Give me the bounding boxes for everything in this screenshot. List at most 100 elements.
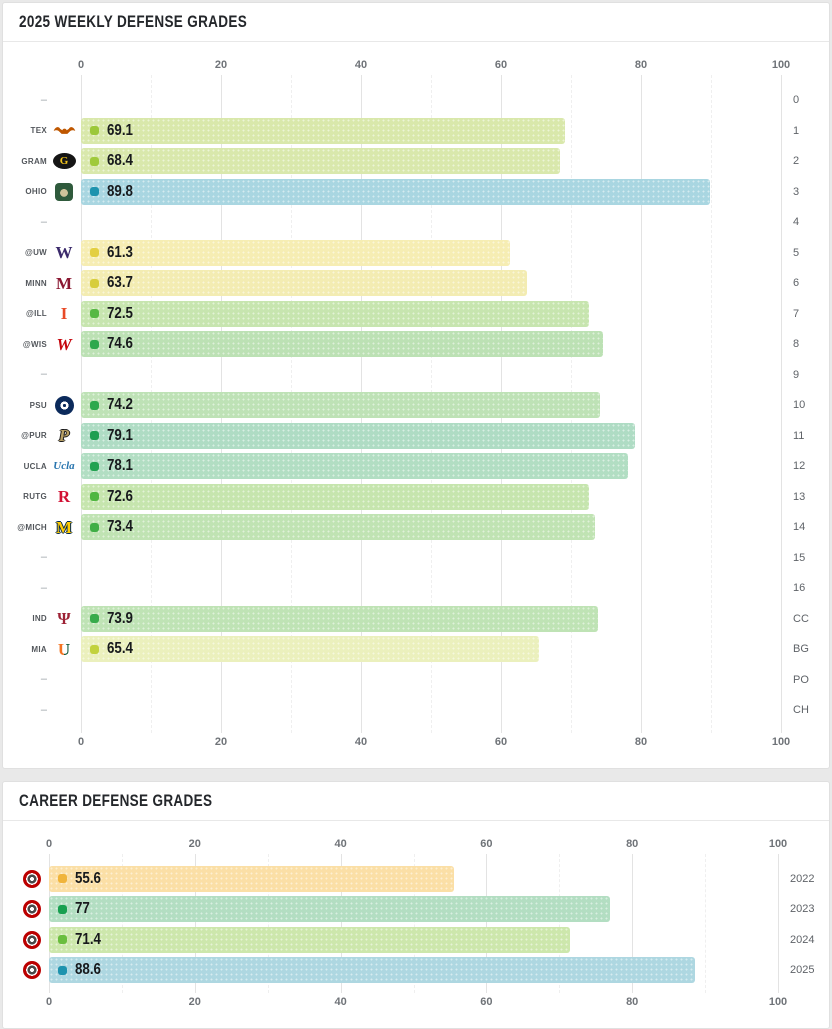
team-abbr: @MICH (17, 522, 47, 532)
grade-dot (90, 248, 99, 258)
grade-bar[interactable]: 65.4 (81, 636, 539, 663)
grade-bar[interactable]: 63.7 (81, 270, 527, 297)
grade-dot (58, 965, 67, 975)
grade-bar[interactable]: 55.6 (49, 865, 455, 892)
team-logo-box: W (51, 244, 77, 261)
ohio-state-buckeyes-logo (23, 961, 41, 980)
chart-row: RUTG R 72.6 13 (3, 482, 829, 513)
gridline (267, 853, 269, 993)
grade-bar[interactable]: 68.4 (81, 148, 560, 175)
grade-bar[interactable]: 74.2 (81, 392, 601, 419)
team-logo-box (19, 961, 45, 980)
bar-zone: 88.6 (49, 957, 778, 984)
row-label-cell (3, 900, 49, 919)
grade-bar[interactable]: 71.4 (49, 926, 570, 953)
team-abbr: @UW (24, 248, 47, 258)
team-abbr: TEX (30, 126, 47, 136)
chart-row: MIA U 65.4 BG (3, 634, 829, 665)
gridline (781, 75, 782, 733)
chart-row: 77 2023 (3, 894, 829, 925)
row-label-cell (3, 869, 49, 888)
row-label-cell: RUTG R (3, 488, 81, 505)
grade-bar[interactable]: 89.8 (81, 178, 710, 205)
team-abbr: MINN (25, 278, 47, 288)
washington-huskies-logo: W (55, 243, 73, 263)
grambling-tigers-logo: G (52, 153, 76, 170)
bar-zone: 71.4 (49, 926, 778, 953)
gridline (413, 853, 415, 993)
grade-value: 74.6 (107, 335, 133, 353)
week-label: 4 (793, 216, 800, 229)
chart-row: @ILL I 72.5 7 (3, 299, 829, 330)
grade-dot (90, 156, 99, 166)
team-logo-box: G (51, 153, 77, 170)
grade-dot (90, 309, 99, 319)
bar-zone: 72.6 (81, 483, 781, 510)
row-label-cell: @ILL I (3, 305, 81, 322)
grade-bar[interactable]: 61.3 (81, 239, 511, 266)
team-logo-box: M (51, 275, 77, 292)
empty-row-marker: – (40, 215, 47, 228)
week-label: 12 (793, 460, 806, 473)
gridline (559, 853, 561, 993)
grade-bar[interactable]: 74.6 (81, 331, 604, 358)
grade-bar[interactable]: 77 (49, 896, 611, 923)
week-label: 10 (793, 399, 806, 412)
grade-bar[interactable]: 73.4 (81, 514, 595, 541)
grade-bar[interactable]: 78.1 (81, 453, 628, 480)
x-axis-bottom: 0 20 40 60 80 100 (77, 735, 790, 750)
x-axis-bottom: 0 20 40 60 80 100 (45, 995, 787, 1010)
week-label: 5 (793, 246, 800, 259)
grade-dot (90, 339, 99, 349)
illinois-fighting-illini-logo: I (60, 304, 68, 324)
grade-dot (90, 492, 99, 502)
team-abbr: PSU (29, 400, 47, 410)
week-label: PO (793, 673, 809, 686)
empty-row-marker: – (40, 368, 47, 381)
row-label-cell: MIA U (3, 641, 81, 658)
chart-row: @MICH M 73.4 14 (3, 512, 829, 543)
row-label-cell: GRAM G (3, 153, 81, 170)
bar-zone: 63.7 (81, 270, 781, 297)
week-label: 1 (793, 124, 800, 137)
team-logo-box (51, 182, 77, 201)
team-logo-box: U (51, 641, 77, 658)
grade-dot (90, 400, 99, 410)
row-label-cell: PSU (3, 395, 81, 415)
team-logo-box (19, 900, 45, 919)
week-label: 11 (793, 429, 805, 442)
grade-value: 61.3 (107, 243, 133, 261)
axis-tick-label: 60 (494, 735, 508, 748)
grade-value: 71.4 (75, 930, 101, 948)
bar-zone: 68.4 (81, 148, 781, 175)
gridline (641, 75, 642, 733)
grade-value: 63.7 (107, 274, 133, 292)
axis-tick-label: 0 (45, 995, 53, 1008)
grade-bar[interactable]: 72.5 (81, 300, 589, 327)
chart-row: IND Ψ 73.9 CC (3, 604, 829, 635)
chart-row: @WIS W 74.6 8 (3, 329, 829, 360)
team-abbr: IND (32, 614, 47, 624)
miami-hurricanes-logo: U (57, 639, 71, 659)
grade-bar[interactable]: 79.1 (81, 422, 635, 449)
week-label: 13 (793, 490, 806, 503)
career-chart-title-text: CAREER DEFENSE GRADES (19, 791, 213, 810)
year-label: 2023 (790, 903, 815, 916)
grade-dot (58, 874, 67, 884)
grade-bar[interactable]: 69.1 (81, 117, 565, 144)
grade-bar[interactable]: 88.6 (49, 957, 695, 984)
chart-row: 88.6 2025 (3, 955, 829, 986)
week-label: 6 (793, 277, 800, 290)
grade-value: 88.6 (75, 961, 101, 979)
bar-zone: 73.4 (81, 514, 781, 541)
career-defense-grades-card: CAREER DEFENSE GRADES 0 20 40 60 80 100 55.6 20… (2, 780, 830, 1029)
chart-row: @UW W 61.3 5 (3, 238, 829, 269)
chart-rows: 55.6 2022 77 2023 71.4 2024 88.6 2025 (3, 853, 829, 993)
wisconsin-badgers-logo: W (56, 334, 72, 354)
axis-tick-label: 0 (77, 735, 85, 748)
team-abbr: @PUR (21, 431, 47, 441)
axis-tick-label: 80 (634, 59, 648, 71)
chart-row: PSU 74.2 10 (3, 390, 829, 421)
grade-bar[interactable]: 72.6 (81, 483, 590, 510)
grade-bar[interactable]: 73.9 (81, 605, 599, 632)
